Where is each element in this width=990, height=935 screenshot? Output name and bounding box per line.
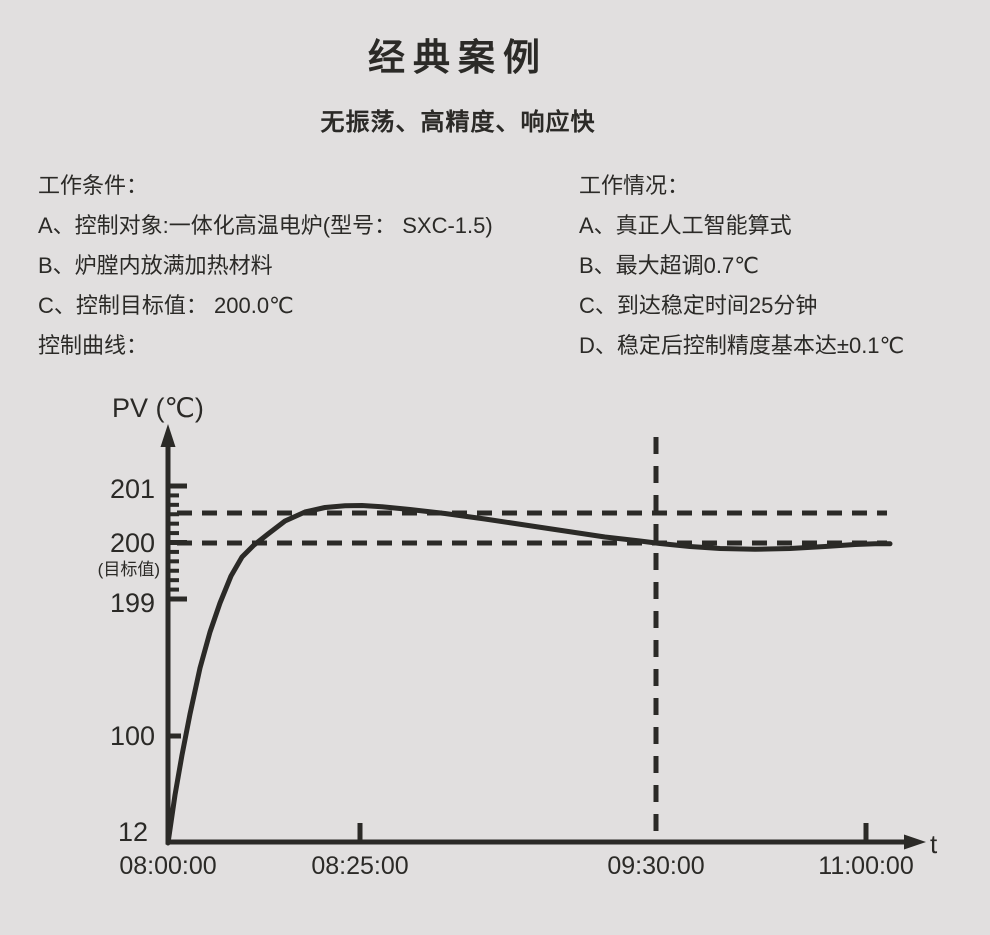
working-conditions-item-a: A、控制对象:一体化高温电炉(型号： SXC-1.5)	[38, 213, 493, 238]
x-tick-label-0800: 08:00:00	[119, 852, 216, 880]
y-axis-label: PV (℃)	[112, 393, 204, 423]
working-status-heading: 工作情况：	[579, 173, 690, 198]
y-axis-arrow-icon	[160, 424, 176, 447]
x-tick-label-0825: 08:25:00	[311, 852, 408, 880]
working-conditions-item-c: C、控制目标值： 200.0℃	[38, 293, 294, 318]
header: 经典案例 无振荡、高精度、响应快	[0, 27, 916, 137]
x-axis-label: t	[930, 829, 938, 859]
y-axis	[160, 424, 176, 844]
working-status-item-a: A、真正人工智能算式	[579, 213, 792, 238]
x-axis-ticks	[357, 823, 869, 841]
target-value-note: (目标值)	[98, 560, 160, 579]
working-status-item-b: B、最大超调0.7℃	[579, 253, 759, 278]
x-axis-arrow-icon	[904, 834, 926, 850]
working-conditions-section: 工作条件： A、控制对象:一体化高温电炉(型号： SXC-1.5) B、炉膛内放…	[38, 166, 493, 366]
x-tick-label-0930: 09:30:00	[607, 852, 704, 880]
working-conditions-heading: 工作条件：	[38, 173, 149, 198]
page-title: 经典案例	[368, 37, 548, 78]
y-tick-label-100: 100	[110, 721, 155, 751]
page-subtitle: 无振荡、高精度、响应快	[320, 109, 596, 136]
working-status-section: 工作情况： A、真正人工智能算式 B、最大超调0.7℃ C、到达稳定时间25分钟…	[579, 166, 904, 366]
y-tick-label-199: 199	[110, 588, 155, 618]
control-curve-caption: 控制曲线：	[38, 333, 149, 358]
working-status-item-c: C、到达稳定时间25分钟	[579, 293, 818, 318]
x-tick-label-1100: 11:00:00	[818, 852, 913, 880]
reference-lines	[177, 437, 887, 840]
y-tick-label-200: 200	[110, 528, 155, 558]
y-tick-label-12: 12	[118, 817, 148, 847]
working-conditions-item-b: B、炉膛内放满加热材料	[38, 253, 273, 278]
working-status-item-d: D、稳定后控制精度基本达±0.1℃	[579, 333, 905, 358]
pv-curve	[165, 503, 893, 846]
y-tick-label-201: 201	[110, 474, 155, 504]
x-axis	[165, 834, 926, 850]
